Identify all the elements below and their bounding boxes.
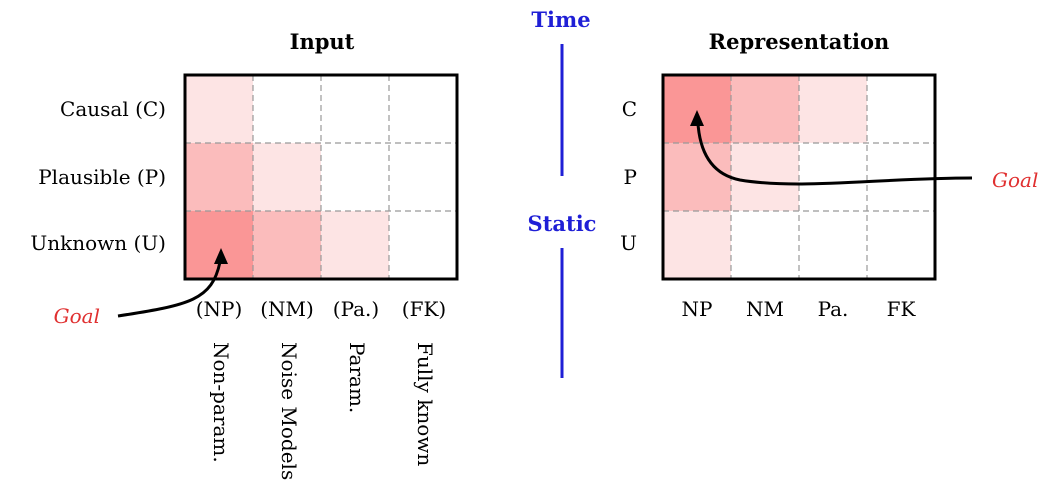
representation-goal-arrowhead xyxy=(690,110,704,126)
input-grid xyxy=(183,73,459,281)
rep-cell-r2-c3 xyxy=(867,211,935,279)
rep-cell-r0-c0 xyxy=(663,75,731,143)
rep-col-label-pa: Pa. xyxy=(818,297,849,321)
representation-grid xyxy=(661,73,937,281)
input-col-label-np: (NP) xyxy=(196,297,243,321)
rep-row-label-c: C xyxy=(622,97,637,121)
representation-title: Representation xyxy=(709,29,890,54)
rep-cell-r2-c0 xyxy=(663,211,731,279)
rep-cell-r2-c1 xyxy=(731,211,799,279)
input-cell-r2-c3 xyxy=(389,211,457,279)
static-label: Static xyxy=(528,211,597,236)
input-goal-label: Goal xyxy=(54,304,100,328)
input-cell-r0-c1 xyxy=(253,75,321,143)
representation-goal-arrow xyxy=(696,123,973,186)
input-col-label-fk: (FK) xyxy=(402,297,446,321)
input-goal-arrowhead xyxy=(214,248,228,264)
rep-row-label-p: P xyxy=(624,165,637,189)
input-cell-r1-c1 xyxy=(253,143,321,211)
input-cell-r1-c2 xyxy=(321,143,389,211)
input-row-label-causal: Causal (C) xyxy=(60,97,166,121)
input-cell-r1-c3 xyxy=(389,143,457,211)
rep-col-label-fk: FK xyxy=(887,297,917,321)
input-cell-r2-c1 xyxy=(253,211,321,279)
input-row-label-unknown: Unknown (U) xyxy=(30,231,166,255)
input-col-label-nm: (NM) xyxy=(260,297,314,321)
rep-cell-r0-c3 xyxy=(867,75,935,143)
rep-cell-r1-c0 xyxy=(663,143,731,211)
input-cell-r2-c2 xyxy=(321,211,389,279)
input-grid-border xyxy=(183,73,459,281)
input-cell-r1-c0 xyxy=(185,143,253,211)
input-col-full-param: Param. xyxy=(345,342,369,413)
rep-cell-r1-c1 xyxy=(731,143,799,211)
rep-cell-r2-c2 xyxy=(799,211,867,279)
input-cell-r0-c2 xyxy=(321,75,389,143)
rep-col-label-np: NP xyxy=(682,297,713,321)
input-col-full-fully-known: Fully known xyxy=(413,342,437,466)
input-cell-r0-c3 xyxy=(389,75,457,143)
rep-grid-border xyxy=(661,73,937,281)
rep-row-label-u: U xyxy=(620,231,637,255)
input-col-full-noise-models: Noise Models xyxy=(277,342,301,480)
input-cell-r0-c0 xyxy=(185,75,253,143)
input-col-label-pa: (Pa.) xyxy=(333,297,379,321)
input-title: Input xyxy=(290,29,355,54)
rep-cell-r0-c1 xyxy=(731,75,799,143)
time-label: Time xyxy=(531,7,590,32)
rep-cell-r0-c2 xyxy=(799,75,867,143)
rep-col-label-nm: NM xyxy=(746,297,784,321)
input-row-label-plausible: Plausible (P) xyxy=(38,165,166,189)
input-col-full-nonparam: Non-param. xyxy=(209,342,233,463)
representation-goal-label: Goal xyxy=(992,168,1038,192)
input-goal-arrow xyxy=(117,261,222,318)
rep-cell-r1-c2 xyxy=(799,143,867,211)
rep-cell-r1-c3 xyxy=(867,143,935,211)
